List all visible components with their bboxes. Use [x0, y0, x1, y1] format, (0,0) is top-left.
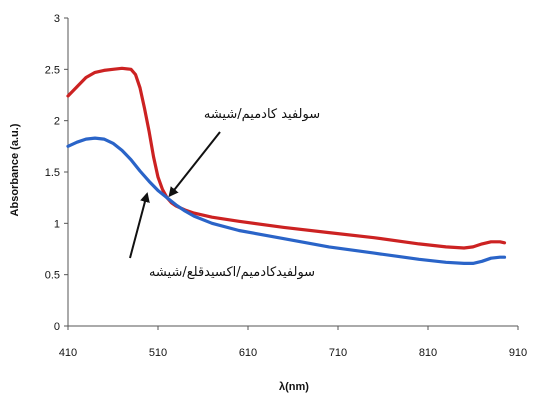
- y-tick-label: 0.5: [45, 270, 60, 282]
- x-axis-title: λ(nm): [279, 381, 309, 393]
- annotations: سولفید کادمیم/شیشه سولفیدکادمیم/اکسیدقلع/…: [129, 107, 320, 280]
- x-tick-label: 910: [509, 347, 527, 359]
- y-tick-label: 1: [54, 218, 60, 230]
- y-axis-title: Absorbance (a.u.): [9, 123, 21, 216]
- y-tick-label: 0: [54, 321, 60, 333]
- tick-labels: 0 0.5 1 1.5 2 2.5 3 410 510 610 710 810 910: [45, 13, 527, 359]
- y-tick-label: 2.5: [45, 64, 60, 76]
- series-line-1: [66, 66, 507, 250]
- y-tick-label: 3: [54, 13, 60, 25]
- series-lines: [66, 66, 507, 265]
- annotation-cds-sno2-glass: سولفیدکادمیم/اکسیدقلع/شیشه: [149, 265, 315, 280]
- x-tick-label: 510: [149, 347, 167, 359]
- annotation-arrow-2: [129, 192, 150, 259]
- annotation-cds-glass: سولفید کادمیم/شیشه: [204, 107, 320, 122]
- x-tick-label: 410: [59, 347, 77, 359]
- y-tick-label: 2: [54, 116, 60, 128]
- annotation-arrow-1: [168, 131, 221, 198]
- x-tick-label: 810: [419, 347, 437, 359]
- x-tick-label: 610: [239, 347, 257, 359]
- y-tick-label: 1.5: [45, 167, 60, 179]
- series-line-2: [66, 136, 507, 265]
- x-tick-label: 710: [329, 347, 347, 359]
